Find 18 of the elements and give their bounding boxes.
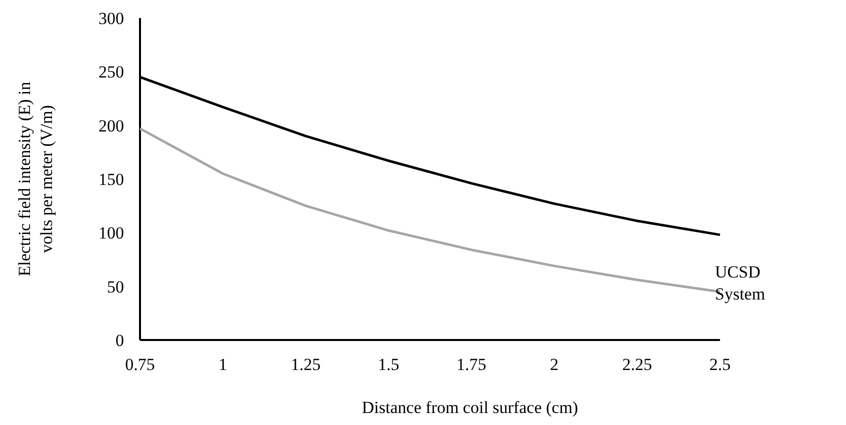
y-tick-label: 50 [107,277,124,296]
x-tick-label: 1.75 [456,355,486,374]
x-tick-label: 2.5 [709,355,731,374]
y-axis-title: Electric field intensity (E) in volts per meter (V/m) [15,81,56,276]
y-tick-label: 200 [98,116,124,136]
y-tick-label: 150 [98,170,124,189]
y-tick-label: 100 [98,224,124,243]
x-tick-label: 2 [550,355,559,374]
y-tick-label: 250 [98,62,124,82]
x-axis-title: Distance from coil surface (cm) [362,398,578,417]
x-tick-label: 0.75 [125,355,155,374]
x-tick-label: 1.5 [378,355,400,374]
x-tick-label: 1 [218,355,228,374]
y-tick-label: 0 [116,331,124,350]
y-tick-label: 300 [98,9,124,28]
x-tick-label: 2.25 [622,355,652,374]
series-label: UCSD System [715,262,766,304]
x-tick-label: 1.25 [290,355,321,374]
